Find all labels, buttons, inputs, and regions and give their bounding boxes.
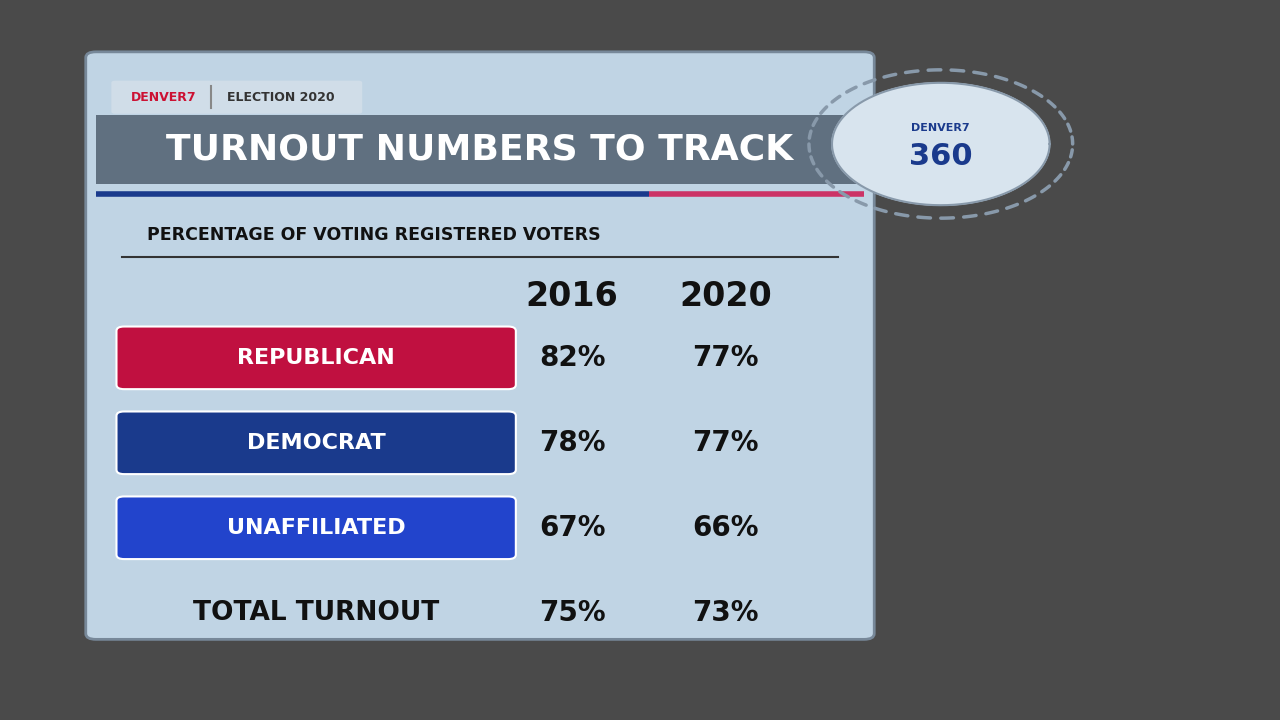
Text: 75%: 75% xyxy=(539,599,605,626)
Text: 2020: 2020 xyxy=(680,280,772,313)
Text: TOTAL TURNOUT: TOTAL TURNOUT xyxy=(193,600,439,626)
Text: ELECTION 2020: ELECTION 2020 xyxy=(227,91,334,104)
FancyBboxPatch shape xyxy=(86,52,874,639)
Text: 67%: 67% xyxy=(539,514,605,541)
Text: 2016: 2016 xyxy=(526,280,618,313)
Text: 73%: 73% xyxy=(692,599,759,626)
Text: DENVER7: DENVER7 xyxy=(131,91,196,104)
FancyBboxPatch shape xyxy=(116,327,516,389)
Polygon shape xyxy=(832,83,1050,205)
Text: 77%: 77% xyxy=(692,344,759,372)
Text: REPUBLICAN: REPUBLICAN xyxy=(237,348,396,368)
Text: DENVER7: DENVER7 xyxy=(911,123,970,133)
Text: 360: 360 xyxy=(909,143,973,171)
FancyBboxPatch shape xyxy=(116,412,516,474)
Text: TURNOUT NUMBERS TO TRACK: TURNOUT NUMBERS TO TRACK xyxy=(166,132,794,166)
FancyBboxPatch shape xyxy=(116,497,516,559)
Text: 66%: 66% xyxy=(692,514,759,541)
Text: DEMOCRAT: DEMOCRAT xyxy=(247,433,385,453)
Text: 77%: 77% xyxy=(692,429,759,456)
Text: 82%: 82% xyxy=(539,344,605,372)
FancyBboxPatch shape xyxy=(111,81,362,114)
FancyBboxPatch shape xyxy=(96,115,864,184)
Text: UNAFFILIATED: UNAFFILIATED xyxy=(227,518,406,538)
Text: 78%: 78% xyxy=(539,429,605,456)
Text: PERCENTAGE OF VOTING REGISTERED VOTERS: PERCENTAGE OF VOTING REGISTERED VOTERS xyxy=(147,226,600,245)
